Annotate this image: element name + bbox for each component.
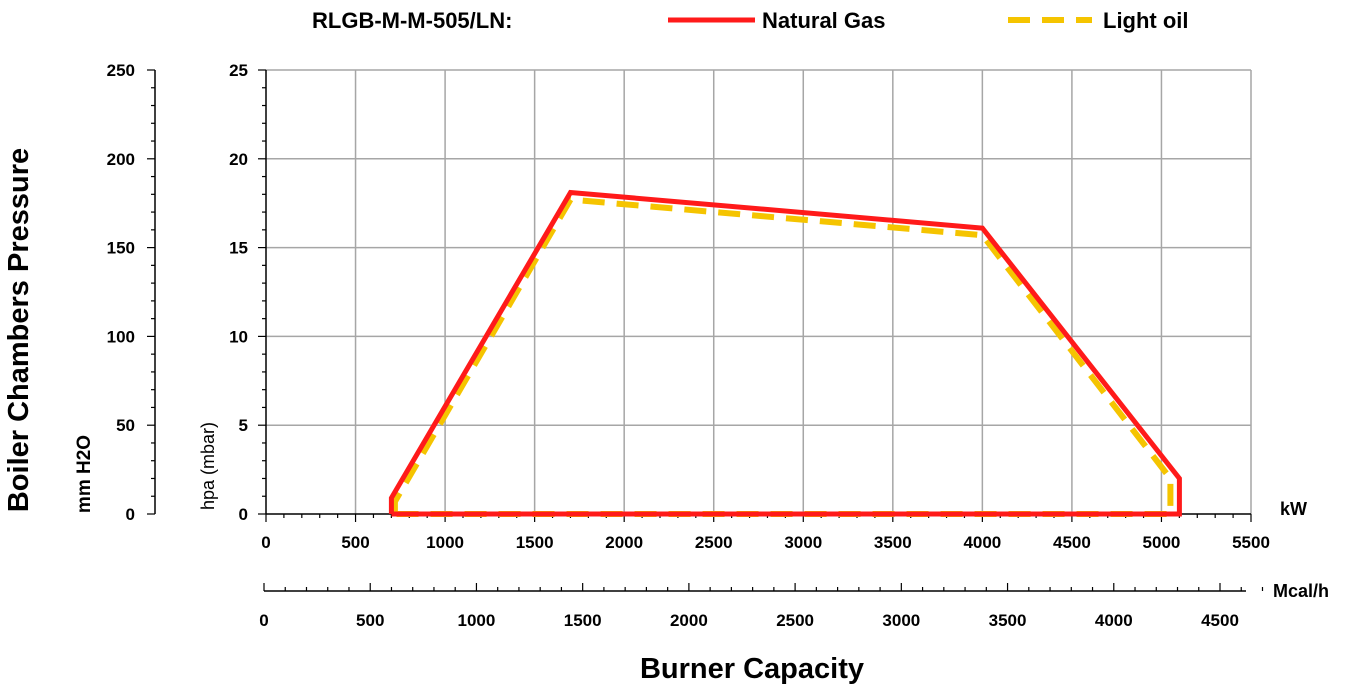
series-group [388, 189, 1182, 517]
tick-label-mmh2o: 50 [116, 416, 135, 435]
x-axis-unit-kw: kW [1280, 499, 1307, 519]
tick-label-kw: 0 [261, 533, 270, 552]
tick-label-hpa: 20 [229, 150, 248, 169]
tick-labels: 0 500 1000 1500 2000 2500 3000 3500 4000 4500 5000… [107, 61, 1270, 630]
x-axis-title: Burner Capacity [640, 653, 864, 685]
tick-label-mcal: 4000 [1095, 611, 1133, 630]
legend-label-natural-gas: Natural Gas [762, 8, 886, 33]
tick-label-mmh2o: 150 [107, 239, 135, 258]
tick-label-mcal: 500 [356, 611, 384, 630]
tick-label-kw: 2500 [695, 533, 733, 552]
tick-label-kw: 3500 [874, 533, 912, 552]
chart-title: RLGB-M-M-505/LN: [312, 8, 512, 33]
tick-label-mmh2o: 100 [107, 327, 135, 346]
y-axis-title: Boiler Chambers Pressure [3, 148, 35, 512]
tick-label-hpa: 10 [229, 327, 248, 346]
tick-label-kw: 3000 [784, 533, 822, 552]
tick-label-hpa: 15 [229, 239, 248, 258]
tick-label-mcal: 0 [259, 611, 268, 630]
tick-label-hpa: 0 [239, 505, 248, 524]
y-axis-unit-mmh2o: mm H2O [74, 435, 95, 513]
tick-label-hpa: 25 [229, 61, 248, 80]
tick-label-mcal: 4500 [1201, 611, 1239, 630]
legend-label-light-oil: Light oil [1103, 8, 1189, 33]
tick-label-mmh2o: 0 [126, 505, 135, 524]
tick-label-mcal: 2500 [776, 611, 814, 630]
y-axis-unit-hpa: hpa (mbar) [198, 422, 218, 510]
series-line-natural-gas [388, 189, 1182, 517]
tick-label-kw: 5000 [1143, 533, 1181, 552]
tick-label-kw: 500 [341, 533, 369, 552]
tick-label-mcal: 3000 [882, 611, 920, 630]
tick-label-mmh2o: 250 [107, 61, 135, 80]
tick-label-kw: 1000 [426, 533, 464, 552]
tick-label-mcal: 1500 [564, 611, 602, 630]
tick-label-kw: 4500 [1053, 533, 1091, 552]
tick-label-kw: 2000 [605, 533, 643, 552]
tick-label-mcal: 2000 [670, 611, 708, 630]
tick-label-kw: 5500 [1232, 533, 1270, 552]
tick-label-mmh2o: 200 [107, 150, 135, 169]
tick-label-mcal: 3500 [989, 611, 1027, 630]
series-line-light-oil [391, 196, 1174, 517]
tick-label-mcal: 1000 [458, 611, 496, 630]
tick-label-kw: 4000 [963, 533, 1001, 552]
x-axis-unit-mcal: Mcal/h [1273, 581, 1329, 601]
grid [266, 69, 1252, 514]
tick-label-hpa: 5 [239, 416, 248, 435]
tick-label-kw: 1500 [516, 533, 554, 552]
